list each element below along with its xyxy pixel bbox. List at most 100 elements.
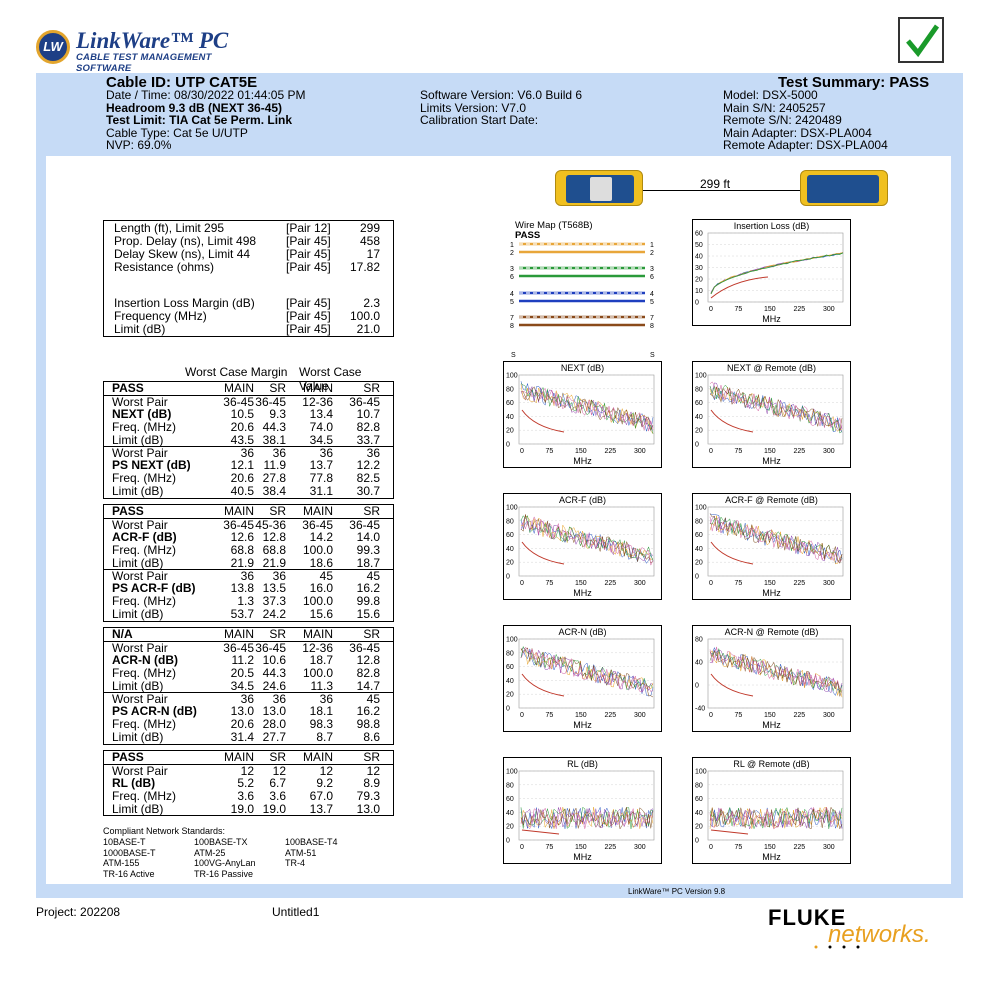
- row-value: 16.2: [356, 581, 380, 596]
- length-pair: [Pair 45]: [286, 260, 331, 274]
- header-left-info: Date / Time: 08/30/2022 01:44:05 PM Headr…: [106, 89, 305, 152]
- x-tick: 300: [823, 844, 835, 851]
- plot-area: [707, 506, 844, 577]
- y-tick: 40: [506, 546, 514, 553]
- row-value: 36-45: [255, 640, 286, 655]
- trace-line: [520, 806, 654, 830]
- chart-title: NEXT (dB): [560, 363, 605, 373]
- y-tick: 40: [506, 678, 514, 685]
- chart-acrf_r: ACR-F @ Remote (dB) MHz 0 20 40 60 80 100 0 75 150…: [692, 493, 851, 600]
- header-mid-line: Calibration Start Date:: [420, 113, 539, 128]
- row-value: 13.5: [262, 581, 286, 596]
- networks-wordmark: networks.: [828, 921, 931, 948]
- row-value: 18.7: [356, 555, 380, 570]
- table-row: Limit (dB) 53.7 24.2 15.6 15.6: [104, 608, 393, 621]
- trace-line: [709, 390, 843, 433]
- worst-case-value-head: Worst Case Value: [299, 365, 362, 393]
- row-value: 12.8: [262, 529, 286, 544]
- row-value: 11.9: [263, 458, 286, 473]
- x-tick: 0: [520, 580, 524, 587]
- standard-item: 100VG-AnyLan: [194, 858, 256, 868]
- row-value: 28.0: [262, 717, 286, 732]
- x-tick: 300: [634, 580, 646, 587]
- wire-map: Wire Map (T568B) PASS 1 1 2 2 3 3 6 6 4 4 5 5 7 7 8 8: [503, 220, 662, 338]
- standards-col2: 100BASE-TX ATM-25 100VG-AnyLan TR-16 Passiv…: [194, 837, 256, 879]
- header-left-line: Cable Type: Cat 5e U/UTP: [106, 125, 248, 140]
- chart-xlabel: MHz: [573, 852, 592, 862]
- limit-line: [710, 276, 769, 299]
- x-tick: 300: [634, 712, 646, 719]
- row-value: 3.6: [237, 788, 254, 803]
- chart-xlabel: MHz: [573, 588, 592, 598]
- plot-area: [518, 770, 655, 841]
- y-tick: 60: [695, 231, 703, 238]
- chart-xlabel: MHz: [762, 852, 781, 862]
- s-marker: S: [511, 352, 516, 359]
- trace-line: [709, 513, 843, 564]
- chart-title: ACR-F (dB): [559, 495, 606, 505]
- y-tick: 0: [695, 838, 699, 845]
- row-value: 14.7: [356, 678, 380, 693]
- row-value: 36: [319, 446, 333, 461]
- y-tick: 0: [506, 574, 510, 581]
- trace-line: [709, 387, 843, 431]
- chart-plot: 0 20 40 60 80 100 0 75 150 225 300: [506, 373, 655, 455]
- row-label: RL (dB): [112, 775, 156, 790]
- table-row: PS ACR-F (dB) 13.8 13.5 16.0 16.2: [104, 582, 393, 595]
- row-value: 12-36: [302, 394, 333, 409]
- x-tick: 150: [764, 580, 776, 587]
- row-value: 13.7: [309, 458, 333, 473]
- table-col-head: SR: [363, 504, 380, 518]
- chart-next: NEXT (dB) MHz 0 20 40 60 80 100 0 75 150 225 300: [503, 361, 662, 468]
- table-row: Freq. (MHz) 68.8 68.8 100.0 99.3: [104, 543, 393, 557]
- trace-line: [709, 513, 843, 564]
- table-status: PASS: [112, 504, 144, 518]
- plot-area: [707, 374, 844, 445]
- table-row: Worst Pair 36 36 36 45: [104, 692, 393, 707]
- row-value: 36: [272, 692, 286, 707]
- x-tick: 150: [575, 712, 587, 719]
- x-tick: 225: [794, 306, 806, 313]
- trace-line: [709, 647, 843, 694]
- cable-line: [643, 190, 800, 191]
- y-tick: 100: [506, 637, 518, 644]
- length-value: 21.0: [356, 322, 380, 336]
- pin-label-right: 3: [650, 266, 654, 273]
- trace-line: [709, 806, 843, 830]
- trace-line: [521, 386, 654, 431]
- x-tick: 225: [605, 448, 617, 455]
- y-tick: 40: [506, 810, 514, 817]
- row-value: 98.3: [309, 717, 333, 732]
- trace-line: [709, 646, 843, 697]
- trace-line: [710, 252, 844, 295]
- row-value: 11.2: [231, 652, 254, 667]
- row-value: 21.9: [262, 555, 286, 570]
- trace-line: [520, 516, 654, 566]
- table-row: Worst Pair 12 12 12 12: [104, 763, 393, 777]
- length-value: 17.82: [349, 260, 380, 274]
- row-label: Limit (dB): [112, 484, 164, 499]
- y-tick: 60: [506, 532, 514, 539]
- chart-acrn: ACR-N (dB) MHz 0 20 40 60 80 100 0 75 150 225 300: [503, 625, 662, 732]
- table-row: Worst Pair 36-45 45-36 36-45 36-45: [104, 517, 393, 532]
- row-value: 15.6: [356, 607, 380, 622]
- row-value: 99.8: [356, 594, 380, 609]
- row-label: Worst Pair: [112, 569, 168, 584]
- table-row: Freq. (MHz) 3.6 3.6 67.0 79.3: [104, 788, 393, 803]
- y-tick: 80: [506, 650, 514, 657]
- y-tick: 80: [506, 518, 514, 525]
- table-row: Limit (dB) 19.0 19.0 13.7 13.0: [104, 802, 393, 816]
- row-value: 82.5: [356, 471, 380, 486]
- y-tick: 20: [695, 428, 703, 435]
- row-value: 36-45: [223, 517, 254, 532]
- y-tick: 20: [506, 692, 514, 699]
- row-value: 36-45: [349, 640, 380, 655]
- table-row: Worst Pair 36 36 36 36: [104, 446, 393, 461]
- y-tick: 0: [506, 442, 510, 449]
- row-value: 10.5: [230, 406, 254, 421]
- standard-item: ATM-155: [103, 858, 140, 868]
- y-tick: 80: [695, 386, 703, 393]
- x-tick: 150: [764, 712, 776, 719]
- plot-area: [518, 374, 655, 445]
- header-left-line: Date / Time: 08/30/2022 01:44:05 PM: [106, 88, 306, 102]
